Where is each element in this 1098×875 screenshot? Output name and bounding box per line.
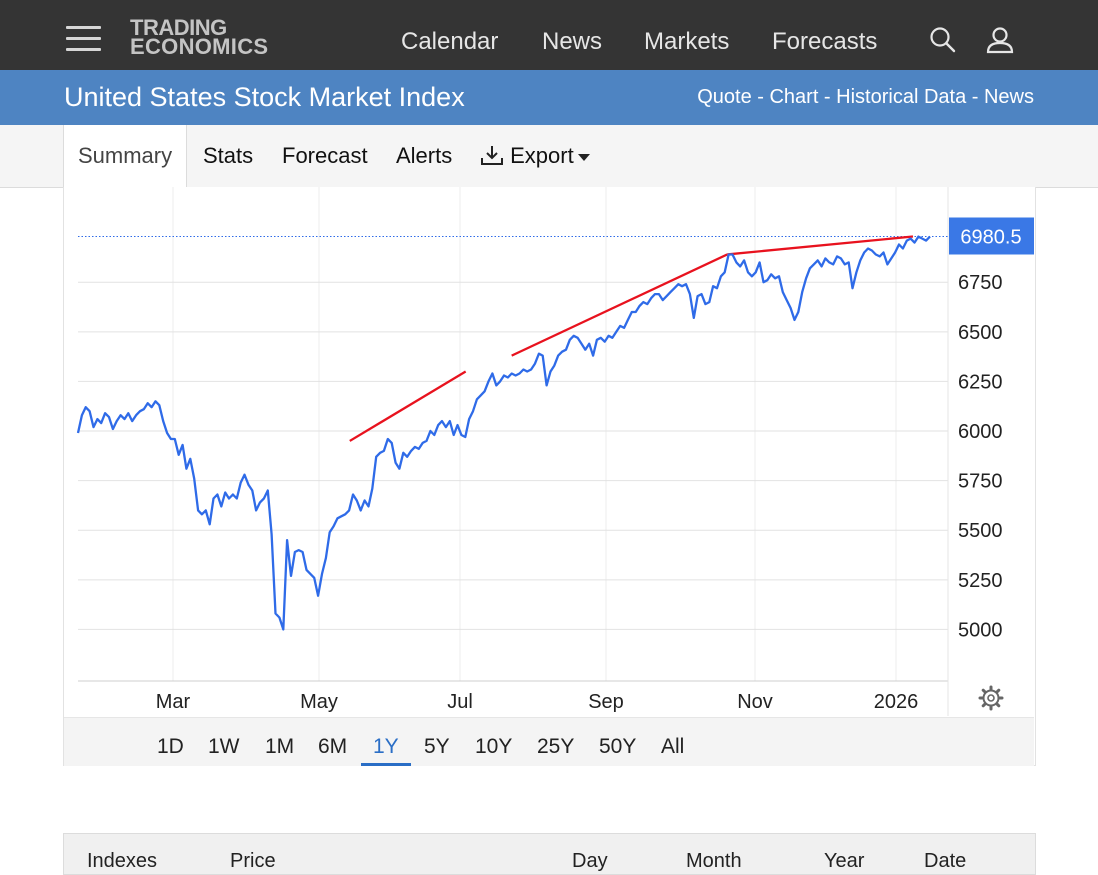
link-separator: -	[966, 86, 984, 108]
chart-container	[63, 187, 1036, 766]
tab-alerts[interactable]: Alerts	[396, 143, 453, 168]
nav-link-markets[interactable]: Markets	[644, 28, 730, 55]
price-chart[interactable]: 5000 5250 5500 5750 6000 6250 6500 6750 Mar May J…	[0, 187, 1098, 717]
y-tick-label: 5250	[958, 570, 1003, 592]
link-separator: -	[751, 86, 770, 108]
site-logo[interactable]: TRADING ECONOMICS	[130, 15, 269, 59]
y-axis: 5000 5250 5500 5750 6000 6250 6500 6750	[958, 272, 1003, 641]
x-tick-label: 2026	[874, 691, 919, 713]
indexes-table-header: Indexes Price Day Month Year Date	[63, 833, 1036, 875]
tab-stats[interactable]: Stats	[203, 143, 254, 168]
trendline	[349, 370, 467, 442]
header-link-news[interactable]: News	[983, 86, 1034, 108]
column-header-date[interactable]: Date	[924, 850, 967, 872]
range-selector: 1D 1W 1M 6M 1Y 5Y 10Y 25Y 50Y All	[64, 717, 1034, 766]
header-link-historical-data[interactable]: Historical Data	[836, 86, 967, 108]
active-range-indicator	[361, 763, 411, 766]
x-tick-label: May	[300, 691, 338, 713]
y-tick-label: 6000	[958, 421, 1003, 443]
top-navbar: TRADING ECONOMICS Calendar News Markets …	[0, 0, 1098, 70]
settings-icon[interactable]	[978, 685, 1004, 711]
range-all[interactable]: All	[661, 735, 685, 758]
y-tick-label: 6250	[958, 371, 1003, 393]
tab-export[interactable]: Export	[480, 143, 590, 169]
menu-icon[interactable]	[66, 26, 102, 52]
column-header-indexes[interactable]: Indexes	[87, 850, 158, 872]
search-icon[interactable]	[929, 26, 957, 54]
range-6m[interactable]: 6M	[318, 735, 348, 758]
y-tick-label: 5750	[958, 471, 1003, 493]
trendline	[727, 235, 914, 256]
download-icon	[481, 146, 503, 165]
export-label: Export	[510, 143, 574, 168]
nav-link-news[interactable]: News	[542, 28, 603, 55]
y-tick-label: 6500	[958, 322, 1003, 344]
header-link-quote[interactable]: Quote	[697, 86, 752, 108]
title-bar: United States Stock Market Index Quote -…	[0, 70, 1098, 125]
y-tick-label: 6750	[958, 272, 1003, 294]
range-1y[interactable]: 1Y	[373, 735, 399, 758]
column-header-day[interactable]: Day	[572, 850, 608, 872]
trendlines	[349, 235, 914, 442]
range-1m[interactable]: 1M	[265, 735, 295, 758]
x-tick-label: Mar	[156, 691, 191, 713]
column-header-month[interactable]: Month	[686, 850, 742, 872]
chart-series	[76, 235, 931, 631]
last-price-badge	[949, 217, 1034, 255]
x-axis: Mar May Jul Sep Nov 2026	[156, 691, 918, 713]
chevron-down-icon	[577, 153, 590, 161]
y-tick-label: 5500	[958, 520, 1003, 542]
chart-grid	[78, 187, 949, 716]
tab-bar: Summary Stats Forecast Alerts Export	[0, 125, 1098, 188]
nav-link-forecasts[interactable]: Forecasts	[772, 28, 878, 55]
y-tick-label: 5000	[958, 619, 1003, 641]
header-links: Quote - Chart - Historical Data - News	[697, 86, 1034, 109]
column-header-year[interactable]: Year	[824, 850, 865, 872]
series-line	[76, 235, 931, 631]
user-icon[interactable]	[986, 26, 1014, 54]
range-5y[interactable]: 5Y	[424, 735, 450, 758]
range-10y[interactable]: 10Y	[475, 735, 513, 758]
nav-link-calendar[interactable]: Calendar	[401, 28, 499, 55]
x-tick-label: Jul	[447, 691, 473, 713]
x-tick-label: Sep	[588, 691, 624, 713]
link-separator: -	[818, 86, 837, 108]
trendline	[511, 253, 728, 357]
range-25y[interactable]: 25Y	[537, 735, 575, 758]
last-price-label: 6980.5	[960, 226, 1021, 248]
page-title: United States Stock Market Index	[64, 82, 465, 112]
range-50y[interactable]: 50Y	[599, 735, 637, 758]
tab-summary[interactable]: Summary	[63, 125, 188, 187]
x-tick-label: Nov	[737, 691, 773, 713]
header-link-chart[interactable]: Chart	[769, 86, 819, 108]
tab-forecast[interactable]: Forecast	[282, 143, 368, 168]
column-header-price[interactable]: Price	[230, 850, 276, 872]
last-price-tag: 6980.5	[949, 217, 1034, 255]
range-1d[interactable]: 1D	[157, 735, 184, 758]
range-1w[interactable]: 1W	[208, 735, 240, 758]
